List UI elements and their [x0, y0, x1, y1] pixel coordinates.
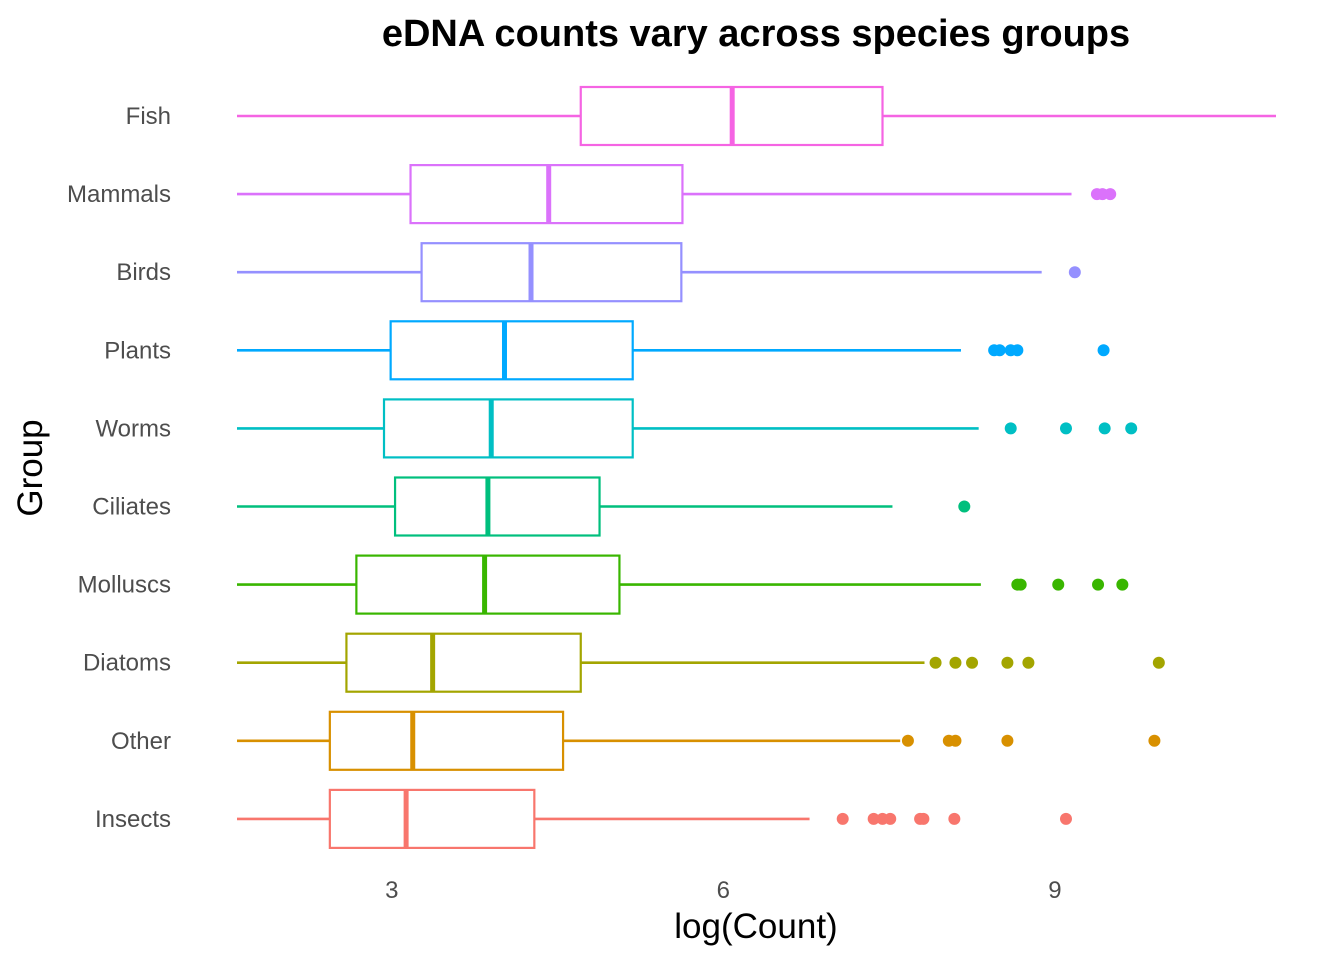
- x-axis-ticks: 3 6 9: [385, 877, 1062, 904]
- outlier-point-mammals: [1104, 188, 1117, 201]
- outlier-point-diatoms: [1022, 656, 1035, 669]
- outlier-point-worms: [1098, 422, 1111, 435]
- box-worms: [382, 398, 634, 459]
- box-group-diatoms: [237, 632, 1165, 693]
- outlier-point-worms: [1059, 422, 1072, 435]
- outlier-point-plants: [1011, 344, 1024, 357]
- y-tick-label-fish: Fish: [126, 103, 171, 130]
- y-axis-title: Group: [11, 419, 50, 516]
- outlier-point-molluscs: [1092, 578, 1105, 591]
- y-tick-label-birds: Birds: [116, 259, 171, 286]
- x-axis-title: log(Count): [674, 907, 837, 946]
- outlier-point-diatoms: [1152, 656, 1165, 669]
- y-tick-label-insects: Insects: [95, 806, 171, 833]
- x-tick-label: 3: [385, 877, 398, 904]
- outlier-point-insects: [884, 812, 897, 825]
- box-group-other: [237, 710, 1161, 771]
- outlier-point-birds: [1068, 266, 1081, 279]
- y-tick-label-mammals: Mammals: [67, 181, 171, 208]
- outlier-point-plants: [1097, 344, 1110, 357]
- plot-area: [237, 85, 1276, 850]
- y-tick-label-diatoms: Diatoms: [83, 650, 171, 677]
- outlier-point-molluscs: [1014, 578, 1027, 591]
- outlier-point-molluscs: [1052, 578, 1065, 591]
- box-other: [328, 710, 565, 771]
- outlier-point-insects: [948, 812, 961, 825]
- outlier-point-ciliates: [958, 500, 971, 513]
- y-axis-ticks: Fish Mammals Birds Plants Worms Ciliates Mollu…: [67, 103, 171, 833]
- outlier-point-insects: [917, 812, 930, 825]
- chart-title: eDNA counts vary across species groups: [382, 13, 1130, 55]
- y-tick-label-other: Other: [111, 728, 171, 755]
- box-group-fish: [237, 85, 1276, 147]
- y-tick-label-ciliates: Ciliates: [92, 494, 171, 521]
- outlier-point-insects: [836, 812, 849, 825]
- x-tick-label: 9: [1048, 877, 1061, 904]
- outlier-point-insects: [867, 812, 880, 825]
- outlier-point-molluscs: [1116, 578, 1129, 591]
- outlier-point-diatoms: [929, 656, 942, 669]
- outlier-point-other: [1148, 734, 1161, 747]
- outlier-point-other: [1001, 734, 1014, 747]
- y-tick-label-molluscs: Molluscs: [78, 572, 171, 599]
- box-group-molluscs: [237, 554, 1129, 615]
- box-diatoms: [345, 632, 582, 693]
- outlier-point-diatoms: [1001, 656, 1014, 669]
- outlier-point-other: [949, 734, 962, 747]
- box-insects: [328, 788, 536, 850]
- box-group-insects: [237, 788, 1072, 850]
- outlier-point-worms: [1004, 422, 1017, 435]
- outlier-point-other: [901, 734, 914, 747]
- outlier-point-diatoms: [949, 656, 962, 669]
- box-group-worms: [237, 398, 1138, 459]
- x-tick-label: 6: [717, 877, 730, 904]
- box-birds: [420, 242, 683, 303]
- outlier-point-insects: [1059, 812, 1072, 825]
- outlier-point-diatoms: [966, 656, 979, 669]
- box-molluscs: [355, 554, 621, 615]
- y-tick-label-worms: Worms: [95, 415, 171, 442]
- outlier-point-plants: [993, 344, 1006, 357]
- box-group-mammals: [237, 164, 1117, 225]
- box-ciliates: [393, 476, 601, 537]
- box-group-ciliates: [237, 476, 971, 537]
- box-group-birds: [237, 242, 1081, 303]
- box-group-plants: [237, 320, 1110, 381]
- outlier-point-worms: [1125, 422, 1138, 435]
- y-tick-label-plants: Plants: [104, 337, 171, 364]
- box-plants: [389, 320, 634, 381]
